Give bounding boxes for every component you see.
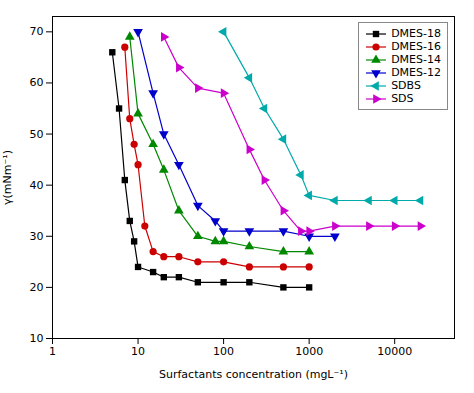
svg-text:20: 20: [30, 281, 44, 294]
svg-text:1000: 1000: [295, 345, 323, 358]
svg-text:30: 30: [30, 230, 44, 243]
html-text:DMES-18: DMES-18: [391, 27, 441, 40]
html-text:SDS: SDS: [391, 92, 414, 105]
svg-text:10000: 10000: [377, 345, 412, 358]
svg-text:50: 50: [30, 128, 44, 141]
svg-text:10: 10: [131, 345, 145, 358]
html-text:DMES-12: DMES-12: [391, 66, 441, 79]
html-text:DMES-16: DMES-16: [391, 40, 441, 53]
svg-text:100: 100: [213, 345, 234, 358]
svg-text:40: 40: [30, 179, 44, 192]
svg-text:70: 70: [30, 25, 44, 38]
svg-text:γ(mNm⁻¹): γ(mNm⁻¹): [1, 150, 14, 205]
svg-text:60: 60: [30, 76, 44, 89]
svg-text:10: 10: [30, 332, 44, 345]
html-text:DMES-14: DMES-14: [391, 53, 441, 66]
svg-text:1: 1: [49, 345, 56, 358]
html-text:SDBS: SDBS: [391, 79, 421, 92]
svg-text:Surfactants concentration (mgL: Surfactants concentration (mgL⁻¹): [159, 368, 348, 381]
